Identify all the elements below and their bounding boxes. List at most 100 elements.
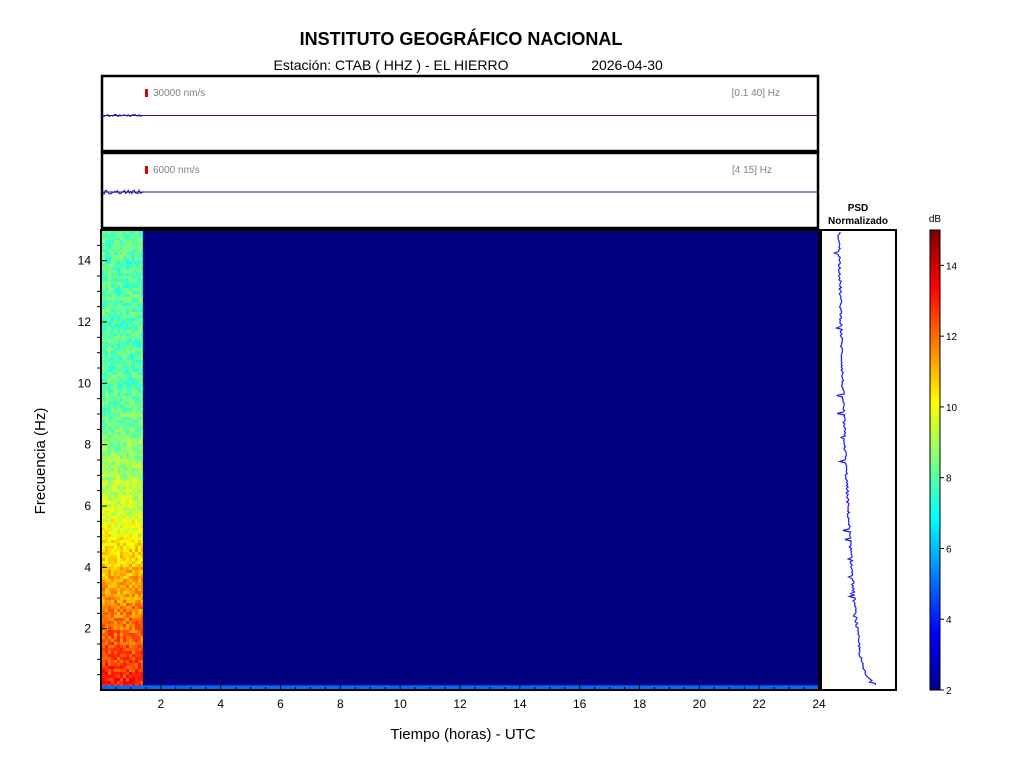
spectrogram-cell xyxy=(111,435,114,438)
spectrogram-cell xyxy=(120,657,123,660)
spectrogram-cell xyxy=(132,573,135,576)
spectrogram-cell xyxy=(141,411,143,414)
spectrogram-cell xyxy=(126,234,129,237)
spectrogram-cell xyxy=(117,654,120,657)
spectrogram-cell xyxy=(108,636,111,639)
spectrogram-cell xyxy=(114,507,117,510)
spectrogram-cell xyxy=(132,537,135,540)
spectrogram-cell xyxy=(102,378,105,381)
spectrogram-cell xyxy=(102,291,105,294)
spectrogram-cell xyxy=(138,363,141,366)
spectrogram-cell xyxy=(102,330,105,333)
spectrogram-cell xyxy=(138,333,141,336)
spectrogram-cell xyxy=(123,393,126,396)
spectrogram-cell xyxy=(111,549,114,552)
spectrogram-cell xyxy=(129,585,132,588)
spectrogram-cell xyxy=(105,471,108,474)
spectrogram-cell xyxy=(129,615,132,618)
spectrogram-cell xyxy=(123,264,126,267)
spectrogram-cell xyxy=(102,645,105,648)
spectrogram-cell xyxy=(138,645,141,648)
spectrogram-cell xyxy=(141,231,143,234)
spectrogram-cell xyxy=(117,570,120,573)
spectrogram-cell xyxy=(111,408,114,411)
spectrogram-cell xyxy=(120,621,123,624)
spectrogram-cell xyxy=(141,612,143,615)
spectrogram-cell xyxy=(105,621,108,624)
spectrogram-cell xyxy=(111,306,114,309)
y-tick-label: 14 xyxy=(78,254,92,268)
spectrogram-cell xyxy=(108,372,111,375)
spectrogram-cell xyxy=(117,666,120,669)
spectrogram-cell xyxy=(108,558,111,561)
spectrogram-cell xyxy=(141,456,143,459)
spectrogram-cell xyxy=(120,459,123,462)
spectrogram-cell xyxy=(114,609,117,612)
spectrogram-cell xyxy=(138,300,141,303)
spectrogram-cell xyxy=(129,294,132,297)
spectrogram-cell xyxy=(102,492,105,495)
spectrogram-cell xyxy=(138,447,141,450)
spectrogram-cell xyxy=(120,441,123,444)
spectrogram-cell xyxy=(135,471,138,474)
spectrogram-cell xyxy=(141,432,143,435)
spectrogram-cell xyxy=(111,642,114,645)
spectrogram-cell xyxy=(105,441,108,444)
spectrogram-cell xyxy=(114,321,117,324)
spectrogram-cell xyxy=(126,294,129,297)
spectrogram-cell xyxy=(108,498,111,501)
spectrogram-cell xyxy=(123,363,126,366)
spectrogram-cell xyxy=(123,642,126,645)
spectrogram-cell xyxy=(102,273,105,276)
spectrogram-cell xyxy=(141,414,143,417)
spectrogram-cell xyxy=(120,444,123,447)
spectrogram-cell xyxy=(129,507,132,510)
spectrogram-cell xyxy=(135,618,138,621)
spectrogram-cell xyxy=(105,522,108,525)
spectrogram-cell xyxy=(141,267,143,270)
spectrogram-cell xyxy=(102,438,105,441)
spectrogram-cell xyxy=(132,600,135,603)
spectrogram-cell xyxy=(141,492,143,495)
spectrogram-cell xyxy=(132,417,135,420)
spectrogram-cell xyxy=(105,450,108,453)
spectrogram-cell xyxy=(123,675,126,678)
spectrogram-cell xyxy=(117,420,120,423)
spectrogram-cell xyxy=(120,522,123,525)
spectrogram-cell xyxy=(117,639,120,642)
spectrogram-cell xyxy=(126,432,129,435)
spectrogram-cell xyxy=(135,627,138,630)
spectrogram-cell xyxy=(126,237,129,240)
spectrogram-cell xyxy=(108,294,111,297)
spectrogram-cell xyxy=(138,534,141,537)
spectrogram-cell xyxy=(105,606,108,609)
spectrogram-cell xyxy=(120,399,123,402)
spectrogram-cell xyxy=(126,318,129,321)
trace-band-label: [4 15] Hz xyxy=(732,165,772,176)
spectrogram-cell xyxy=(141,516,143,519)
spectrogram-cell xyxy=(120,630,123,633)
spectrogram-cell xyxy=(126,360,129,363)
spectrogram-cell xyxy=(108,276,111,279)
spectrogram-cell xyxy=(105,588,108,591)
spectrogram-cell xyxy=(105,498,108,501)
spectrogram-cell xyxy=(126,600,129,603)
spectrogram-cell xyxy=(114,510,117,513)
spectrogram-cell xyxy=(120,486,123,489)
spectrogram-cell xyxy=(120,576,123,579)
spectrogram-cell xyxy=(111,243,114,246)
spectrogram-cell xyxy=(117,372,120,375)
spectrogram-cell xyxy=(102,486,105,489)
spectrogram-cell xyxy=(117,642,120,645)
spectrogram-cell xyxy=(120,561,123,564)
spectrogram-cell xyxy=(108,621,111,624)
spectrogram-cell xyxy=(111,444,114,447)
spectrogram-cell xyxy=(129,399,132,402)
spectrogram-cell xyxy=(135,642,138,645)
spectrogram-cell xyxy=(117,399,120,402)
spectrogram-cell xyxy=(123,651,126,654)
spectrogram-cell xyxy=(141,327,143,330)
spectrogram-cell xyxy=(126,264,129,267)
spectrogram-cell xyxy=(117,495,120,498)
spectrogram-cell xyxy=(108,594,111,597)
